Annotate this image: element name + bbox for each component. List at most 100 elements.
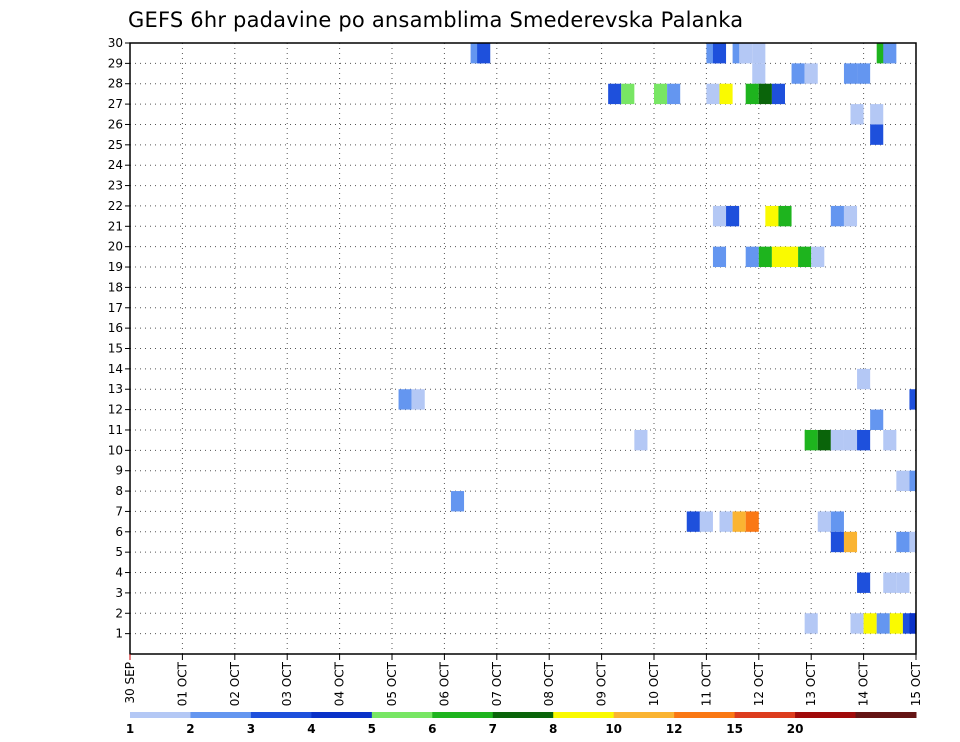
colorbar-segment [674,712,736,718]
colorbar-label: 20 [787,722,804,736]
heatmap-cell [450,491,465,512]
y-tick-label: 13 [108,382,123,396]
y-tick-label: 1 [115,627,123,641]
heatmap-cell [889,613,903,634]
heatmap-cell [870,104,884,125]
heatmap-cell [745,246,759,268]
heatmap-cell [608,83,622,105]
x-tick-label: 06 OCT [437,661,451,706]
colorbar-segment [553,712,615,718]
heatmap-cell [739,43,753,64]
colorbar-label: 1 [126,722,134,736]
x-tick-label: 01 OCT [175,661,189,706]
heatmap-cell [732,511,746,532]
heatmap-cell [699,511,713,532]
heatmap-cell [804,63,818,84]
heatmap-cell [830,205,844,227]
colorbar-segment [734,712,796,718]
heatmap-cell [909,389,916,410]
heatmap-cell [719,83,733,105]
heatmap-cell [843,63,858,84]
heatmap-cell [857,572,871,593]
heatmap-cell [686,511,700,532]
colorbar-segment [311,712,373,718]
heatmap-cell [876,613,890,634]
x-tick-label: 08 OCT [542,661,556,706]
heatmap-cell [830,429,844,451]
colorbar-label: 15 [726,722,743,736]
plot-frame [129,42,917,655]
heatmap-cell [771,246,785,268]
colorbar-label: 8 [549,722,557,736]
x-tick-label: 02 OCT [228,661,242,706]
x-tick-label: 15 OCT [909,661,923,706]
heatmap-cell [621,83,635,105]
heatmap-cell [398,389,412,410]
heatmap-cell [909,613,916,634]
y-tick-label: 22 [108,199,123,213]
y-tick-label: 25 [108,138,123,152]
y-tick-label: 11 [108,423,123,437]
x-tick-label: 04 OCT [333,661,347,706]
heatmap-cell [870,409,884,430]
colorbar-label: 4 [307,722,315,736]
colorbar-label: 6 [428,722,436,736]
colorbar-segment [492,712,554,718]
heatmap-cell [477,43,491,64]
y-tick-label: 29 [108,56,123,70]
colorbar-segment [795,712,857,718]
heatmap-cell [706,83,720,105]
y-tick-label: 26 [108,117,123,131]
colorbar-label: 3 [247,722,255,736]
heatmap-cell [857,429,871,451]
heatmap-cell [850,613,864,634]
chart-title: GEFS 6hr padavine po ansamblima Smederev… [128,8,744,32]
heatmap-cell [843,205,858,227]
colorbar-label: 12 [666,722,683,736]
heatmap-cell [719,511,733,532]
x-tick-label: 30 SEP [123,662,137,704]
heatmap-cell [909,470,916,492]
heatmap-cell [745,511,759,532]
y-tick-label: 20 [108,240,123,254]
heatmap-cell [817,429,831,451]
heatmap-cell [785,246,799,268]
y-tick-label: 9 [115,464,123,478]
colorbar-segment [855,712,917,718]
heatmap-cell [634,429,648,451]
y-tick-label: 28 [108,77,123,91]
heatmap-cell [712,43,727,64]
heatmap-cell [752,63,766,84]
heatmap-cell [778,205,792,227]
heatmap-cell [883,429,897,451]
y-tick-label: 15 [108,342,123,356]
heatmap-cell [817,511,831,532]
heatmap-cell [745,83,759,105]
colorbar-segment [371,712,433,718]
y-tick-label: 3 [115,586,123,600]
heatmap-cell [726,205,740,227]
heatmap-cell [883,43,897,64]
heatmap-cell [654,83,668,105]
colorbar-label: 10 [605,722,622,736]
heatmap-cell [843,429,858,451]
x-tick-label: 10 OCT [647,661,661,706]
heatmap-cell [830,531,844,553]
colorbar-label: 5 [368,722,376,736]
y-tick-label: 24 [108,158,123,172]
y-tick-label: 30 [108,36,123,50]
heatmap-cell [857,368,871,390]
heatmap-cell [758,83,772,105]
heatmap-cell [850,104,864,125]
y-tick-label: 21 [108,219,123,233]
heatmap-cell [712,246,727,268]
colorbar-segment [130,712,191,718]
x-tick-label: 12 OCT [752,661,766,706]
y-tick-label: 2 [115,606,123,620]
y-tick-label: 14 [108,362,123,376]
heatmap-cell [863,613,877,634]
heatmap-cell [758,246,772,268]
x-tick-label: 05 OCT [385,661,399,706]
y-tick-label: 7 [115,504,123,518]
